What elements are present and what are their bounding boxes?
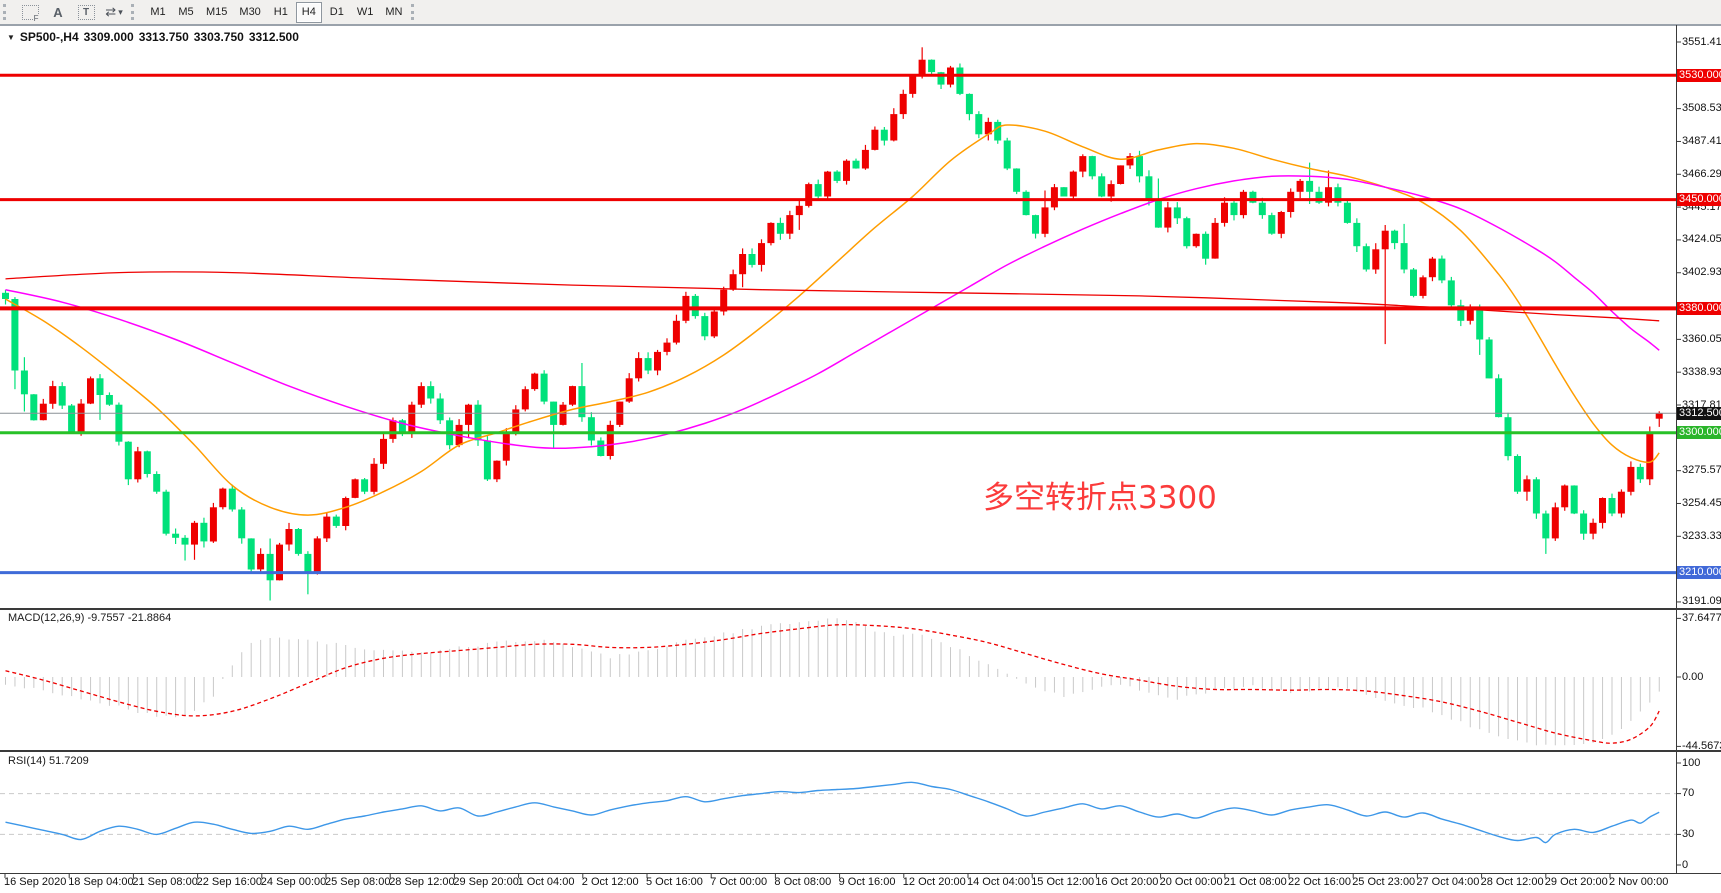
macd-histogram xyxy=(5,618,1660,746)
chart-canvas[interactable] xyxy=(0,25,1721,893)
timeframe-m30-button[interactable]: M30 xyxy=(234,2,265,23)
toolbar-drag-handle[interactable] xyxy=(3,4,10,20)
text-annotation-icon[interactable]: A xyxy=(53,4,63,20)
text-label-icon[interactable]: T xyxy=(75,2,97,22)
timeframe-d1-button[interactable]: D1 xyxy=(324,2,350,23)
timeframe-h1-button[interactable]: H1 xyxy=(268,2,294,23)
macd-signal-line xyxy=(5,623,1660,744)
timeframe-w1-button[interactable]: W1 xyxy=(352,2,379,23)
timeframe-mn-button[interactable]: MN xyxy=(380,2,407,23)
candlesticks xyxy=(2,47,1663,601)
ma-fast-orange xyxy=(5,124,1660,516)
main-toolbar: F A T ⇄ ▾ M1 M5 M15 M30 H1 H4 D1 W1 MN xyxy=(0,0,1721,25)
timeframe-m5-button[interactable]: M5 xyxy=(173,2,199,23)
timeframe-m1-button[interactable]: M1 xyxy=(145,2,171,23)
arrows-tool-icon[interactable]: ⇄ ▾ xyxy=(105,4,123,19)
price-macd-divider[interactable] xyxy=(0,608,1721,610)
timeframe-m15-button[interactable]: M15 xyxy=(201,2,232,23)
chart-shift-icon[interactable]: F xyxy=(19,2,41,23)
toolbar-separator xyxy=(131,4,138,20)
rsi-line xyxy=(5,781,1660,844)
timeframe-h4-button[interactable]: H4 xyxy=(295,1,322,23)
ma-slow-magenta xyxy=(5,175,1660,450)
arrows-dropdown-caret: ▾ xyxy=(118,6,123,17)
toolbar-separator-2 xyxy=(411,4,418,20)
macd-rsi-divider[interactable] xyxy=(0,750,1721,752)
